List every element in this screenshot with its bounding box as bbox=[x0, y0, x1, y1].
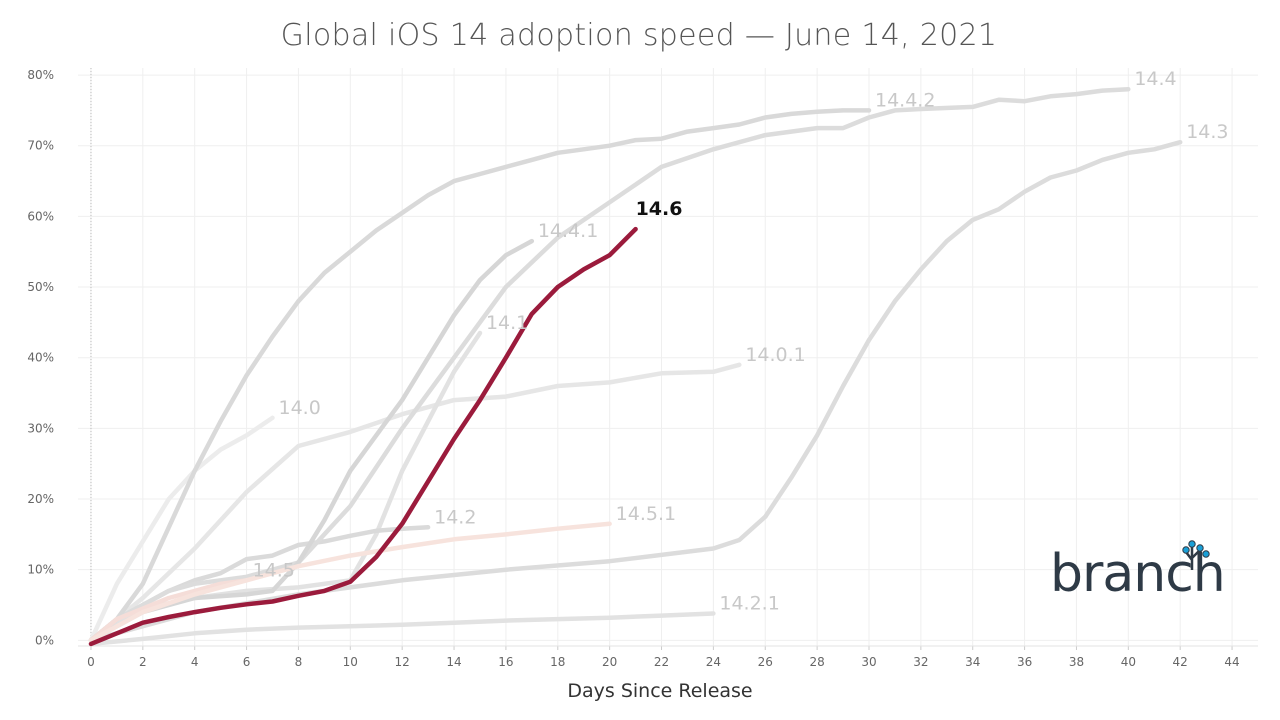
branch-logo: branch bbox=[1050, 540, 1230, 610]
x-tick-label: 40 bbox=[1121, 655, 1136, 669]
series-line-14-4 bbox=[88, 86, 1131, 643]
series-label-14-2: 14.2 bbox=[434, 506, 476, 528]
series-label-14-5: 14.5 bbox=[253, 559, 295, 581]
y-tick-label: 80% bbox=[27, 68, 54, 82]
x-tick-label: 34 bbox=[965, 655, 980, 669]
x-tick-label: 4 bbox=[191, 655, 199, 669]
series-label-14-6: 14.6 bbox=[636, 198, 683, 220]
x-tick-label: 20 bbox=[602, 655, 617, 669]
x-axis-title: Days Since Release bbox=[567, 680, 753, 702]
x-tick-label: 24 bbox=[706, 655, 721, 669]
x-tick-label: 18 bbox=[550, 655, 565, 669]
tree-leaf bbox=[1188, 540, 1196, 548]
series-label-14-0: 14.0 bbox=[279, 397, 321, 419]
tree-branches bbox=[1185, 546, 1201, 570]
series-line-14-4-2 bbox=[88, 108, 872, 643]
x-tick-label: 0 bbox=[87, 655, 95, 669]
series-line-14-6 bbox=[88, 226, 638, 647]
x-tick-label: 30 bbox=[861, 655, 876, 669]
x-tick-label: 16 bbox=[498, 655, 513, 669]
y-tick-label: 10% bbox=[27, 563, 54, 577]
y-tick-label: 20% bbox=[27, 492, 54, 506]
series-line-14-4-1 bbox=[88, 238, 535, 643]
series-line-14-2-1 bbox=[88, 611, 716, 647]
series-label-14-0-1: 14.0.1 bbox=[745, 344, 805, 366]
x-tick-label: 42 bbox=[1173, 655, 1188, 669]
series-line-14-5 bbox=[88, 578, 249, 643]
series-label-14-5-1: 14.5.1 bbox=[616, 503, 676, 525]
x-tick-label: 32 bbox=[913, 655, 928, 669]
series-line-14-0-1 bbox=[88, 362, 742, 643]
y-tick-label: 0% bbox=[35, 633, 54, 647]
chart-title: Global iOS 14 adoption speed — June 14, … bbox=[280, 18, 998, 53]
x-tick-label: 38 bbox=[1069, 655, 1084, 669]
series-label-14-4-2: 14.4.2 bbox=[875, 89, 935, 111]
x-tick-label: 44 bbox=[1224, 655, 1239, 669]
x-tick-label: 36 bbox=[1017, 655, 1032, 669]
series-line-14-0 bbox=[88, 415, 275, 643]
x-tick-label: 26 bbox=[758, 655, 773, 669]
series-label-14-1: 14.1 bbox=[486, 312, 528, 334]
x-tick-label: 14 bbox=[446, 655, 461, 669]
series-labels: 14.0 14.0.1 14.1 14.2 14.2.1 14.3 14.4 14.4.1 14… bbox=[253, 68, 1229, 614]
y-tick-label: 60% bbox=[27, 209, 54, 223]
x-tick-label: 8 bbox=[295, 655, 303, 669]
x-tick-label: 22 bbox=[654, 655, 669, 669]
y-tick-label: 70% bbox=[27, 139, 54, 153]
series-label-14-4: 14.4 bbox=[1134, 68, 1176, 90]
series-label-14-3: 14.3 bbox=[1186, 121, 1228, 143]
y-tick-label: 50% bbox=[27, 280, 54, 294]
tree-leaf bbox=[1196, 544, 1204, 552]
y-tick-label: 30% bbox=[27, 421, 54, 435]
series-label-14-4-1: 14.4.1 bbox=[538, 220, 598, 242]
x-tick-label: 2 bbox=[139, 655, 147, 669]
series-line-14-5-1 bbox=[88, 521, 612, 643]
x-tick-label: 10 bbox=[343, 655, 358, 669]
tree-leaf bbox=[1202, 550, 1210, 558]
x-tick-label: 28 bbox=[809, 655, 824, 669]
series-label-14-2-1: 14.2.1 bbox=[719, 592, 779, 614]
axes: 0 2 4 6 8 10 12 14 16 18 20 22 24 26 28 30 32 34 36 38 40 42 4… bbox=[27, 68, 1258, 669]
gridlines bbox=[78, 68, 1258, 646]
x-tick-label: 6 bbox=[243, 655, 251, 669]
tree-icon bbox=[1182, 540, 1210, 570]
x-tick-label: 12 bbox=[395, 655, 410, 669]
series-line-14-3 bbox=[88, 139, 1183, 643]
y-tick-label: 40% bbox=[27, 351, 54, 365]
series-lines bbox=[88, 86, 1183, 647]
tree-leaf bbox=[1182, 546, 1190, 554]
